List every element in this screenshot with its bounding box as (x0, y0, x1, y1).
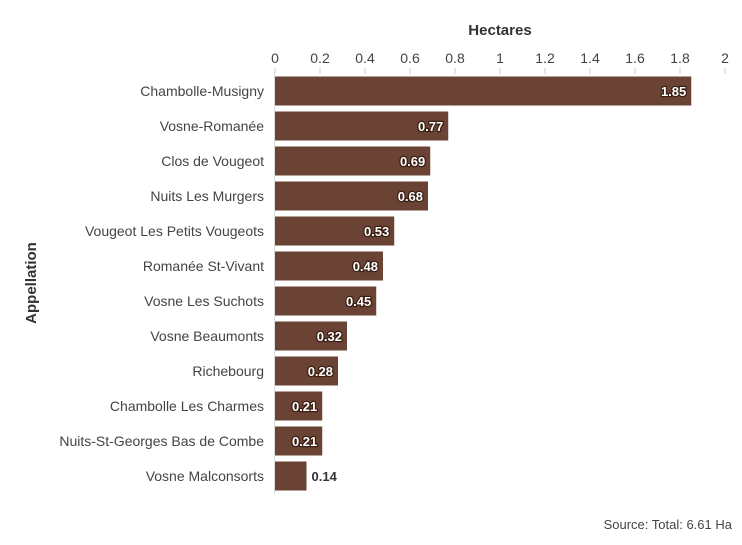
source-note: Source: Total: 6.61 Ha (603, 517, 732, 532)
bar (275, 426, 323, 456)
data-label: 0.45 (346, 294, 371, 309)
category-labels-group: Chambolle-Musigny Vosne-Romanée Clos de Vo… (59, 83, 264, 484)
category-label: Vougeot Les Petits Vougeots (85, 223, 264, 239)
data-label: 0.32 (317, 329, 342, 344)
bars-group (275, 76, 692, 491)
data-label: 1.85 (661, 84, 686, 99)
data-label: 0.68 (398, 189, 423, 204)
x-axis-title: Hectares (468, 22, 531, 39)
category-label: Richebourg (192, 363, 264, 379)
bar (275, 181, 428, 211)
y-axis-title: Appellation (23, 242, 40, 324)
x-tick-label: 0.4 (355, 50, 375, 66)
data-label: 0.21 (292, 399, 317, 414)
x-axis: 0 0.2 0.4 0.6 0.8 1 1.2 1.4 1.6 1.8 2 (271, 50, 729, 495)
x-tick-label: 1 (496, 50, 504, 66)
data-label: 0.14 (312, 469, 338, 484)
x-tick-label: 0.2 (310, 50, 330, 66)
category-label: Vosne Malconsorts (146, 468, 264, 484)
x-tick-label: 1.4 (580, 50, 600, 66)
x-tick-label: 1.8 (670, 50, 690, 66)
bar (275, 146, 431, 176)
bar (275, 216, 395, 246)
bar (275, 391, 323, 421)
x-tick-label: 2 (721, 50, 729, 66)
value-labels-group: 1.85 0.77 0.69 0.68 0.53 0.48 0.45 0.32 0.28 0.21… (291, 83, 688, 484)
bar (275, 286, 377, 316)
data-label: 0.48 (353, 259, 378, 274)
category-label: Nuits Les Murgers (150, 188, 264, 204)
category-label: Nuits-St-Georges Bas de Combe (59, 433, 264, 449)
bar (275, 251, 383, 281)
data-label: 0.53 (364, 224, 389, 239)
x-tick-label: 0.8 (445, 50, 465, 66)
bar (275, 321, 347, 351)
x-tick-label: 0.6 (400, 50, 420, 66)
category-label: Chambolle-Musigny (140, 83, 264, 99)
bar (275, 356, 338, 386)
bar (275, 76, 692, 106)
x-tick-label: 1.6 (625, 50, 645, 66)
x-tick-label: 0 (271, 50, 279, 66)
category-label: Clos de Vougeot (161, 153, 264, 169)
data-label: 0.21 (292, 434, 317, 449)
category-label: Vosne Les Suchots (144, 293, 264, 309)
data-label: 0.69 (400, 154, 425, 169)
x-tick-label: 1.2 (535, 50, 555, 66)
category-label: Vosne-Romanée (160, 118, 265, 134)
bar (275, 111, 449, 141)
category-label: Romanée St-Vivant (143, 258, 264, 274)
category-label: Vosne Beaumonts (150, 328, 264, 344)
data-label: 0.28 (308, 364, 333, 379)
bar (275, 461, 307, 491)
data-label: 0.77 (418, 119, 443, 134)
category-label: Chambolle Les Charmes (110, 398, 264, 414)
